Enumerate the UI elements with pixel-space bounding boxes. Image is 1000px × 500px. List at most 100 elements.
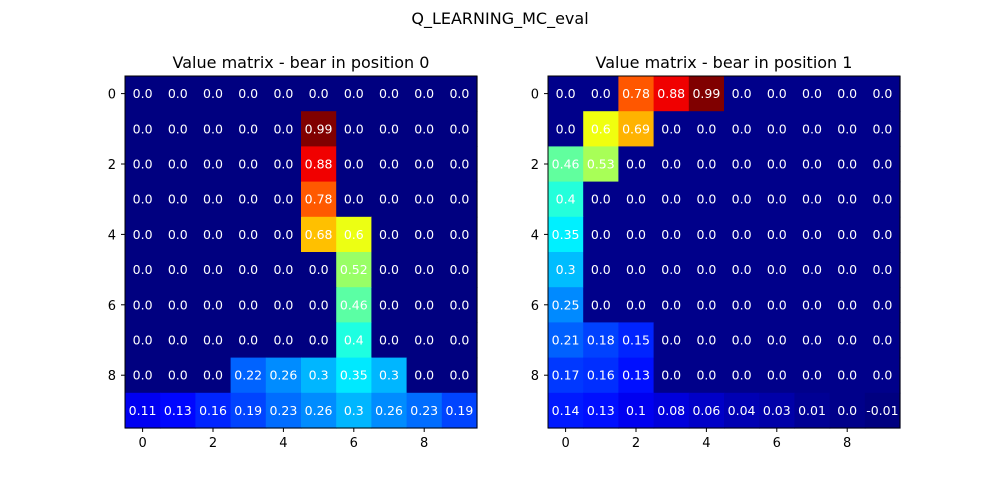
cell-value-label: 0.0 bbox=[238, 192, 258, 207]
cell-value-label: 0.0 bbox=[414, 192, 434, 207]
heatmap-cell bbox=[864, 76, 901, 112]
cell-value-label: 0.35 bbox=[552, 227, 580, 242]
cell-value-label: 0.0 bbox=[168, 86, 188, 101]
cell-value-label: 0.0 bbox=[872, 121, 892, 136]
heatmap-cell bbox=[406, 76, 443, 112]
heatmap-cell bbox=[583, 76, 619, 112]
heatmap-cell bbox=[653, 111, 690, 147]
heatmap-cell bbox=[864, 216, 901, 253]
heatmap-cell bbox=[125, 216, 161, 253]
cell-value-label: 0.23 bbox=[269, 403, 297, 418]
cell-value-label: 0.0 bbox=[872, 86, 892, 101]
heatmap-cell bbox=[265, 216, 302, 253]
cell-value-labels: 0.0 0.0 0.0 0.0 0.0 0.0 0.0 0.0 0.0 0.0 0.0 0.0 0.0 0… bbox=[129, 86, 474, 418]
heatmap-cell bbox=[336, 76, 372, 112]
heatmap-cell bbox=[548, 287, 584, 323]
heatmap-cell bbox=[829, 322, 866, 359]
heatmap-cell bbox=[195, 216, 232, 253]
heatmap-cell bbox=[548, 216, 584, 253]
heatmap-cell bbox=[441, 181, 478, 218]
heatmap-cell bbox=[548, 76, 584, 112]
cell-value-label: 0.0 bbox=[837, 403, 857, 418]
cell-value-label: 0.0 bbox=[168, 368, 188, 383]
heatmap-cell bbox=[336, 357, 372, 394]
cell-value-label: 0.0 bbox=[696, 121, 716, 136]
heatmap-cell bbox=[548, 252, 584, 288]
heatmap-cell bbox=[794, 76, 831, 112]
heatmap-cell bbox=[160, 76, 196, 112]
cell-value-label: 0.0 bbox=[379, 121, 399, 136]
cell-value-label: 0.13 bbox=[587, 403, 615, 418]
cell-value-label: 0.0 bbox=[767, 333, 787, 348]
cell-value-label: 0.0 bbox=[414, 121, 434, 136]
heatmap-cell bbox=[371, 357, 408, 394]
cell-value-label: 0.11 bbox=[129, 403, 157, 418]
heatmap-cell bbox=[794, 392, 831, 429]
cell-value-label: 0.0 bbox=[872, 262, 892, 277]
cell-value-label: 0.0 bbox=[591, 227, 611, 242]
y-tick-label: 4 bbox=[531, 228, 539, 243]
cell-value-label: 0.0 bbox=[837, 368, 857, 383]
heatmap-cell bbox=[688, 322, 725, 359]
heatmap-cell bbox=[548, 146, 584, 183]
panel-title: Value matrix - bear in position 1 bbox=[596, 53, 853, 72]
heatmap-cell bbox=[441, 216, 478, 253]
heatmap-cell bbox=[195, 357, 232, 394]
cell-value-label: 0.13 bbox=[164, 403, 192, 418]
y-tick-label: 4 bbox=[108, 228, 116, 243]
heatmap-cell bbox=[441, 76, 478, 112]
heatmap-cell bbox=[653, 287, 690, 323]
cell-value-label: 0.14 bbox=[552, 403, 580, 418]
cell-value-label: 0.0 bbox=[626, 297, 646, 312]
cell-value-label: 0.0 bbox=[309, 86, 329, 101]
heatmap-cell bbox=[230, 111, 267, 147]
cell-value-label: 0.0 bbox=[732, 192, 752, 207]
heatmap-cell bbox=[864, 322, 901, 359]
cell-value-label: 0.0 bbox=[837, 333, 857, 348]
cell-value-label: 0.0 bbox=[203, 86, 223, 101]
cell-value-label: 0.0 bbox=[238, 86, 258, 101]
heatmap-cell bbox=[548, 357, 584, 394]
cell-value-label: 0.0 bbox=[309, 333, 329, 348]
heatmap-cell bbox=[125, 287, 161, 323]
cell-value-label: 0.0 bbox=[837, 227, 857, 242]
heatmap-cell bbox=[829, 111, 866, 147]
cell-value-label: 0.88 bbox=[657, 86, 685, 101]
axis-ticks: 0 2 4 6 8 0 2 4 6 8 bbox=[108, 75, 478, 451]
heatmap-cell bbox=[160, 322, 196, 359]
cell-value-label: 0.0 bbox=[379, 262, 399, 277]
cell-value-label: 0.26 bbox=[269, 368, 297, 383]
y-tick-label: 6 bbox=[108, 299, 116, 314]
cell-value-label: 0.68 bbox=[305, 227, 333, 242]
cell-value-label: 0.0 bbox=[414, 262, 434, 277]
heatmap-cell bbox=[583, 287, 619, 323]
heatmap-cell bbox=[618, 146, 655, 183]
cell-value-label: 0.0 bbox=[309, 262, 329, 277]
cell-value-label: 0.0 bbox=[273, 86, 293, 101]
cell-value-label: 0.35 bbox=[340, 368, 368, 383]
figure-title: Q_LEARNING_MC_eval bbox=[411, 9, 588, 29]
heatmap-cell bbox=[583, 146, 619, 183]
heatmap-cell bbox=[653, 146, 690, 183]
heatmap-cell bbox=[829, 181, 866, 218]
cell-value-label: 0.0 bbox=[802, 86, 822, 101]
cell-value-label: 0.99 bbox=[692, 86, 720, 101]
cell-value-label: 0.17 bbox=[552, 368, 580, 383]
heatmap-cell bbox=[336, 252, 372, 288]
cell-value-label: 0.0 bbox=[872, 368, 892, 383]
heatmap-cell bbox=[724, 146, 760, 183]
heatmap-cell bbox=[829, 252, 866, 288]
heatmap-cell bbox=[125, 181, 161, 218]
cell-value-label: 0.0 bbox=[837, 121, 857, 136]
heatmap-cell bbox=[724, 322, 760, 359]
heatmap-cell bbox=[724, 181, 760, 218]
heatmap-cell bbox=[230, 287, 267, 323]
cell-value-label: -0.01 bbox=[866, 403, 898, 418]
heatmap-cell bbox=[406, 357, 443, 394]
heatmap-cell bbox=[759, 357, 795, 394]
cell-value-label: 0.0 bbox=[168, 297, 188, 312]
cell-value-label: 0.0 bbox=[802, 227, 822, 242]
heatmap-cell bbox=[441, 392, 478, 429]
x-tick-label: 4 bbox=[279, 436, 287, 451]
heatmap-cell bbox=[794, 252, 831, 288]
